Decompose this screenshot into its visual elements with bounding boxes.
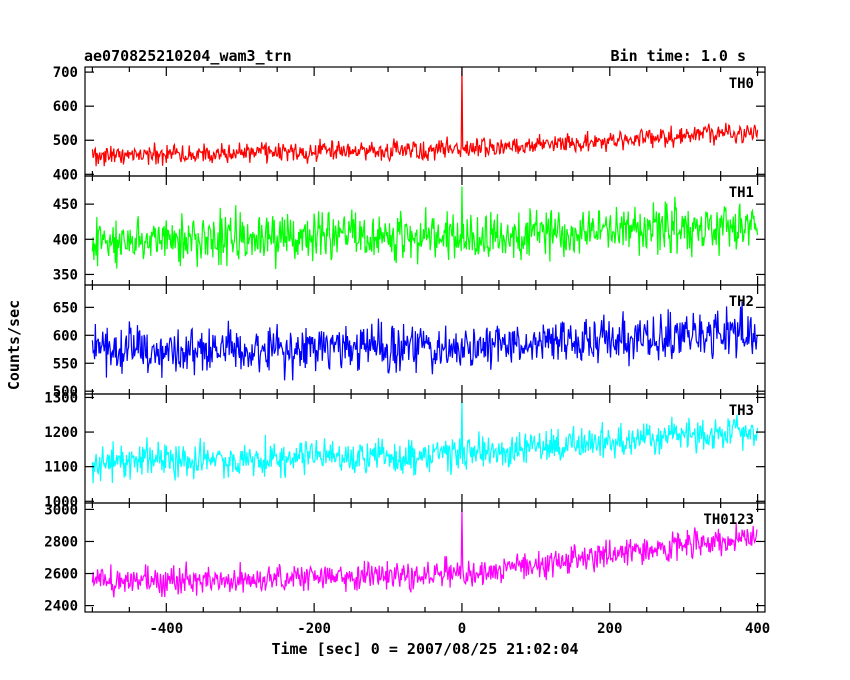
series-line-th2 xyxy=(91,301,759,381)
y-axis-label: Counts/sec xyxy=(5,300,23,390)
panel-label: TH3 xyxy=(729,403,754,419)
y-tick-label: 500 xyxy=(53,384,78,400)
y-tick-label: 400 xyxy=(53,232,78,248)
bin-time-label: Bin time: 1.0 s xyxy=(611,47,746,65)
y-tick-label: 2600 xyxy=(44,567,78,583)
panels-group: 400 500 600 700 TH0 350 400 450 TH1 500 550 600 650 T… xyxy=(44,65,766,615)
panel-frame xyxy=(84,284,766,395)
y-tick-label: 1100 xyxy=(44,460,78,476)
y-tick-label: 2400 xyxy=(44,599,78,615)
x-axis-label: Time [sec] 0 = 2007/08/25 21:02:04 xyxy=(271,640,578,658)
y-tick-label: 1300 xyxy=(44,390,78,406)
y-tick-label: 600 xyxy=(53,328,78,344)
x-tick-label: 0 xyxy=(458,621,466,637)
series-line-th3 xyxy=(91,400,759,484)
y-tick-label: 600 xyxy=(53,99,78,115)
panel-th3: 1000 1100 1200 1300 TH3 xyxy=(44,390,766,510)
panel-th0: 400 500 600 700 TH0 xyxy=(53,65,766,183)
y-tick-label: 1000 xyxy=(44,494,78,510)
y-tick-label: 1200 xyxy=(44,425,78,441)
y-tick-label: 650 xyxy=(53,300,78,316)
y-tick-label: 500 xyxy=(53,133,78,149)
y-tick-label: 700 xyxy=(53,65,78,81)
panel-label: TH0123 xyxy=(703,512,754,528)
series-line-th0 xyxy=(91,67,759,167)
y-tick-label: 550 xyxy=(53,356,78,372)
series-line-th0123 xyxy=(91,509,758,598)
series-line-th1 xyxy=(91,186,759,270)
panel-label: TH2 xyxy=(729,294,754,310)
x-tick-label: -400 xyxy=(149,621,183,637)
panel-th2: 500 550 600 650 TH2 xyxy=(53,284,766,400)
x-tick-label: 400 xyxy=(745,621,770,637)
panel-label: TH1 xyxy=(729,185,754,201)
y-tick-label: 3000 xyxy=(44,502,78,518)
chart-title: ae070825210204_wam3_trn xyxy=(84,47,292,65)
y-tick-label: 350 xyxy=(53,267,78,283)
panel-th1: 350 400 450 TH1 xyxy=(53,175,766,286)
y-tick-label: 400 xyxy=(53,167,78,183)
panel-th0123: 2400 2600 2800 3000 TH0123 xyxy=(44,502,766,615)
x-axis: -400 -200 0 200 400 xyxy=(149,621,770,637)
x-tick-label: 200 xyxy=(597,621,622,637)
panel-frame xyxy=(84,502,766,613)
x-tick-label: -200 xyxy=(297,621,331,637)
panel-label: TH0 xyxy=(729,76,754,92)
y-tick-label: 450 xyxy=(53,197,78,213)
y-tick-label: 2800 xyxy=(44,534,78,550)
